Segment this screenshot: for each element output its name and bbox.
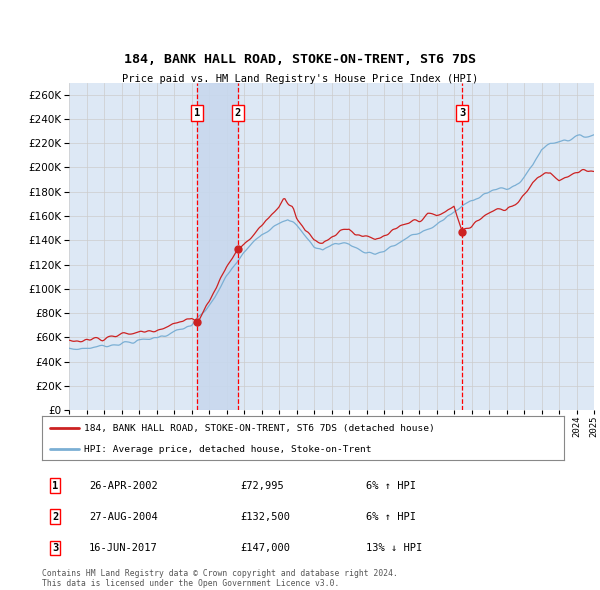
Text: 184, BANK HALL ROAD, STOKE-ON-TRENT, ST6 7DS: 184, BANK HALL ROAD, STOKE-ON-TRENT, ST6… (124, 53, 476, 66)
Text: 1: 1 (52, 481, 58, 490)
Text: 6% ↑ HPI: 6% ↑ HPI (365, 481, 416, 490)
Text: 3: 3 (52, 543, 58, 553)
Text: Price paid vs. HM Land Registry's House Price Index (HPI): Price paid vs. HM Land Registry's House … (122, 74, 478, 84)
Text: Contains HM Land Registry data © Crown copyright and database right 2024.: Contains HM Land Registry data © Crown c… (42, 569, 398, 578)
Text: £72,995: £72,995 (241, 481, 284, 490)
Text: £147,000: £147,000 (241, 543, 290, 553)
Text: 184, BANK HALL ROAD, STOKE-ON-TRENT, ST6 7DS (detached house): 184, BANK HALL ROAD, STOKE-ON-TRENT, ST6… (84, 424, 434, 433)
Bar (197, 83, 238, 410)
Text: 26-APR-2002: 26-APR-2002 (89, 481, 158, 490)
Text: 2: 2 (235, 108, 241, 118)
Text: 6% ↑ HPI: 6% ↑ HPI (365, 512, 416, 522)
Text: 1: 1 (194, 108, 200, 118)
Text: 27-AUG-2004: 27-AUG-2004 (89, 512, 158, 522)
Text: 3: 3 (459, 108, 465, 118)
Text: £132,500: £132,500 (241, 512, 290, 522)
Text: 16-JUN-2017: 16-JUN-2017 (89, 543, 158, 553)
Text: This data is licensed under the Open Government Licence v3.0.: This data is licensed under the Open Gov… (42, 579, 340, 588)
Text: HPI: Average price, detached house, Stoke-on-Trent: HPI: Average price, detached house, Stok… (84, 445, 371, 454)
Text: 13% ↓ HPI: 13% ↓ HPI (365, 543, 422, 553)
Text: 2: 2 (52, 512, 58, 522)
